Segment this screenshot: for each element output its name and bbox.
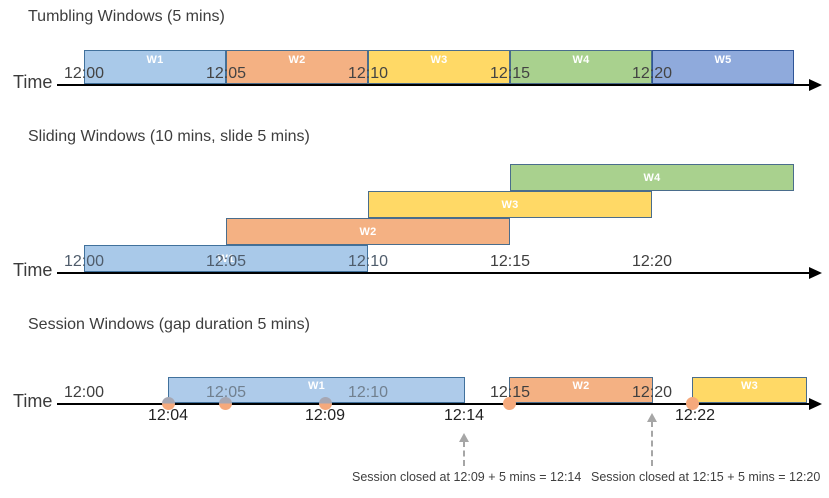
event-dot — [219, 397, 232, 410]
time-axis-arrowhead — [809, 267, 822, 279]
window-box-w1: W1 — [84, 50, 226, 84]
tick-label: 12:20 — [631, 65, 673, 82]
tick-label: 12:05 — [205, 253, 247, 270]
window-label: W1 — [217, 252, 235, 265]
window-box-w2: W2 — [226, 50, 368, 84]
tick-label: 12:10 — [347, 384, 389, 401]
time-axis-line — [57, 272, 810, 274]
window-label: W5 — [714, 54, 732, 66]
event-dot — [686, 397, 699, 410]
session-close-arrow-stem — [651, 421, 653, 466]
window-label: W3 — [501, 198, 519, 211]
time-axis-arrowhead — [809, 398, 822, 410]
tick-label: 12:05 — [205, 65, 247, 82]
event-time-label: 12:22 — [674, 407, 716, 424]
window-label: W4 — [643, 171, 661, 184]
time-axis-label: Time — [13, 391, 53, 411]
window-label: W4 — [572, 54, 590, 66]
window-label: W3 — [430, 54, 448, 66]
session-close-annotation: Session closed at 12:15 + 5 mins = 12:20 — [591, 470, 821, 484]
session-close-annotation: Session closed at 12:09 + 5 mins = 12:14 — [352, 470, 582, 484]
event-time-label: 12:09 — [304, 407, 346, 424]
event-dot — [162, 397, 175, 410]
window-box-w1: W1 — [84, 245, 368, 272]
window-box-w2: W2 — [509, 377, 653, 403]
window-box-w4: W4 — [510, 50, 652, 84]
window-label: W1 — [307, 380, 326, 392]
window-label: W2 — [288, 54, 306, 66]
tick-label: 12:15 — [489, 384, 531, 401]
window-box-w5: W5 — [652, 50, 794, 84]
section-title-session: Session Windows (gap duration 5 mins) — [28, 316, 310, 333]
time-axis-arrowhead — [809, 79, 822, 91]
window-box-w3: W3 — [368, 50, 510, 84]
tick-label: 12:20 — [631, 253, 673, 270]
section-title-tumbling: Tumbling Windows (5 mins) — [28, 8, 225, 25]
session-close-arrow-stem — [463, 441, 465, 466]
window-box-w1: W1 — [168, 377, 465, 403]
window-box-w3: W3 — [368, 191, 652, 218]
tick-label: 12:15 — [489, 65, 531, 82]
tick-label: 12:15 — [489, 253, 531, 270]
event-time-label: 12:14 — [443, 407, 485, 424]
window-box-w3: W3 — [692, 377, 807, 403]
tick-label: 12:00 — [63, 65, 105, 82]
tick-label: 12:10 — [347, 65, 389, 82]
window-label: W2 — [359, 225, 377, 238]
window-label: W3 — [740, 380, 759, 392]
session-close-arrowhead-icon — [459, 433, 469, 442]
event-dot — [503, 397, 516, 410]
tick-label: 12:10 — [347, 253, 389, 270]
tick-label: 12:20 — [631, 384, 673, 401]
window-label: W1 — [146, 54, 164, 66]
session-close-arrowhead-icon — [647, 413, 657, 422]
window-box-w4: W4 — [510, 164, 794, 191]
tick-label: 12:00 — [63, 253, 105, 270]
tumbling-windows-section: Tumbling Windows (5 mins) Time W1 W2 W3 W4 W… — [0, 0, 829, 120]
time-axis-label: Time — [13, 72, 53, 92]
section-title-sliding: Sliding Windows (10 mins, slide 5 mins) — [28, 128, 310, 145]
tick-label: 12:05 — [205, 384, 247, 401]
time-axis-label: Time — [13, 260, 53, 280]
event-dot — [319, 397, 332, 410]
window-box-w2: W2 — [226, 218, 510, 245]
event-time-label: 12:04 — [147, 407, 189, 424]
time-axis-line — [57, 403, 810, 405]
time-axis-line — [57, 84, 810, 86]
window-label: W2 — [572, 380, 590, 392]
tick-label: 12:00 — [63, 384, 105, 401]
